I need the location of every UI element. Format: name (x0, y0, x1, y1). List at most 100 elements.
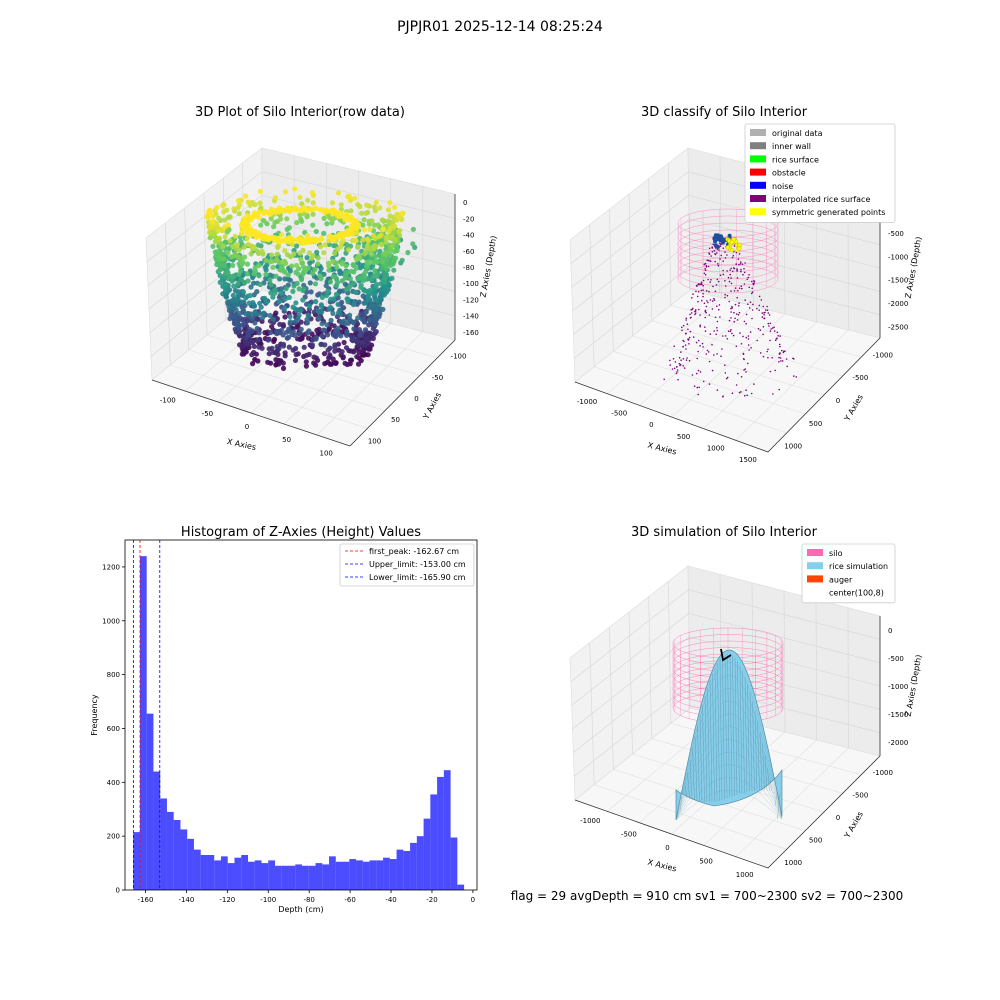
data-point (321, 215, 327, 221)
data-point (236, 329, 242, 335)
interpolated-point (714, 290, 717, 293)
data-point (359, 210, 365, 216)
interpolated-point (745, 389, 747, 392)
interpolated-point (663, 378, 665, 381)
data-point (277, 276, 283, 282)
data-point (232, 233, 238, 239)
data-point (343, 286, 349, 292)
interpolated-point (672, 358, 675, 360)
interpolated-point (752, 303, 754, 306)
surface-mesh-line (709, 680, 713, 802)
data-point (263, 267, 269, 273)
data-point (268, 329, 274, 336)
interpolated-point (701, 342, 704, 345)
histogram-bar (288, 865, 296, 890)
x-tick-label: -20 (426, 896, 437, 904)
data-point (209, 219, 215, 225)
panel-title: 3D simulation of Silo Interior (631, 525, 818, 540)
data-point (246, 300, 252, 306)
interpolated-point (758, 304, 761, 307)
y-tick-label: 1000 (784, 443, 802, 451)
data-point (229, 278, 235, 284)
surface-mesh-line (732, 655, 735, 796)
data-point (217, 279, 223, 285)
data-point (239, 351, 245, 357)
interpolated-point (719, 258, 721, 260)
interpolated-point (751, 287, 753, 290)
data-point (274, 328, 280, 334)
z-tick-label: -1500 (888, 711, 908, 719)
interpolated-point (743, 268, 745, 270)
interpolated-point (704, 269, 707, 272)
z-tick-label: -500 (888, 655, 904, 663)
data-point (349, 334, 355, 341)
interpolated-point (751, 291, 754, 294)
noise-point (713, 243, 718, 248)
data-point (230, 273, 236, 279)
interpolated-point (738, 253, 741, 255)
y-tick-label: -1000 (873, 351, 893, 359)
data-point (293, 345, 299, 352)
interpolated-point (715, 284, 718, 286)
histogram-bar (457, 884, 465, 890)
interpolated-point (689, 317, 692, 319)
legend-label: inner wall (772, 142, 811, 151)
interpolated-point (702, 285, 704, 287)
interpolated-point (700, 289, 703, 292)
interpolated-point (697, 393, 699, 396)
interpolated-point (775, 338, 778, 340)
noise-point (713, 233, 718, 238)
interpolated-point (768, 314, 771, 316)
interpolated-point (738, 305, 740, 307)
y-axis-label: Y Axies (842, 393, 865, 423)
data-point (350, 319, 356, 325)
surface-mesh-line (694, 736, 698, 801)
panel-title: Histogram of Z-Axies (Height) Values (181, 525, 421, 540)
surface-mesh-line (762, 743, 765, 791)
data-point (364, 236, 370, 242)
interpolated-point (705, 264, 708, 267)
data-point (364, 335, 370, 342)
z-tick-label: -140 (463, 313, 479, 321)
data-point (278, 216, 284, 222)
interpolated-point (697, 291, 700, 293)
data-point (263, 272, 269, 278)
data-point (269, 252, 275, 258)
interpolated-point (699, 283, 701, 286)
data-point (242, 254, 248, 260)
histogram-bar (220, 856, 228, 890)
legend-box (744, 123, 896, 223)
interpolated-point (756, 307, 758, 310)
interpolated-point (722, 273, 725, 276)
interpolated-point (703, 302, 706, 305)
interpolated-point (696, 357, 698, 360)
data-point (303, 359, 309, 365)
data-point (359, 339, 365, 345)
interpolated-point (747, 344, 750, 346)
data-point (353, 265, 359, 271)
data-point (323, 292, 330, 298)
interpolated-point (744, 368, 746, 370)
interpolated-point (707, 301, 709, 304)
data-point (294, 280, 300, 286)
interpolated-point (681, 326, 683, 329)
legend-label: Upper_limit: -153.00 cm (369, 560, 466, 569)
data-point (373, 321, 379, 327)
z-tick-label: 0 (463, 199, 467, 207)
grid-line (571, 195, 881, 288)
interpolated-point (730, 267, 732, 270)
interpolated-point (779, 335, 781, 337)
data-point (328, 317, 334, 323)
z-tick-label: -1000 (888, 253, 908, 261)
data-point (285, 272, 291, 278)
data-point (399, 210, 405, 216)
interpolated-point (718, 308, 720, 311)
data-point (335, 213, 341, 219)
interpolated-point (751, 280, 753, 283)
interpolated-point (724, 251, 726, 253)
data-point (296, 286, 302, 292)
data-point (319, 333, 325, 339)
data-point (383, 239, 389, 245)
x-tick-label: -100 (160, 397, 176, 405)
data-point (215, 228, 221, 234)
